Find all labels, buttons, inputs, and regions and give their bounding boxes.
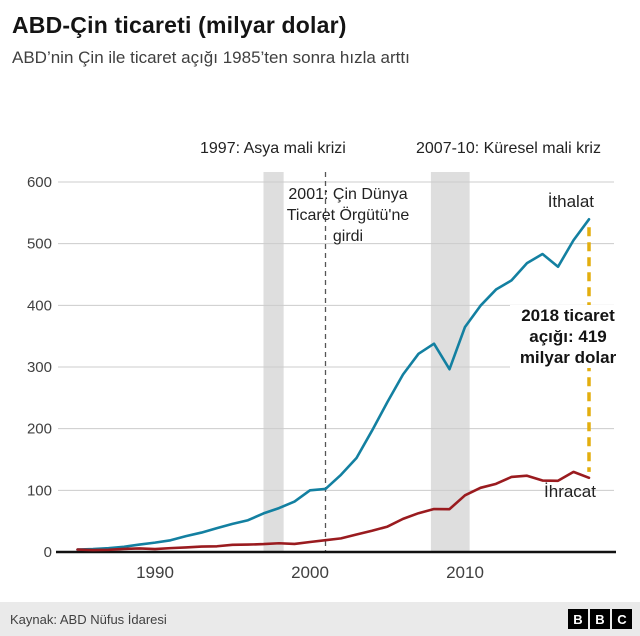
annotation-wto: 2001: Çin Dünya Ticaret Örgütü'ne girdi xyxy=(286,186,410,245)
svg-text:0: 0 xyxy=(44,544,52,561)
chart-title: ABD-Çin ticareti (milyar dolar) xyxy=(12,12,347,38)
annotation-asia-crisis: 1997: Asya mali krizi xyxy=(200,140,346,157)
bbc-logo-block: B xyxy=(590,609,610,629)
svg-text:2010: 2010 xyxy=(446,563,484,582)
svg-text:200: 200 xyxy=(27,421,52,438)
chart-subtitle: ABD’nin Çin ile ticaret açığı 1985’ten s… xyxy=(12,48,410,67)
bbc-logo-block: C xyxy=(612,609,632,629)
header: ABD-Çin ticareti (milyar dolar) ABD’nin … xyxy=(0,0,640,68)
svg-text:2000: 2000 xyxy=(291,563,329,582)
svg-text:1990: 1990 xyxy=(136,563,174,582)
svg-text:500: 500 xyxy=(27,236,52,253)
annotation-global-crisis: 2007-10: Küresel mali kriz xyxy=(416,140,601,157)
trade-chart: 0 100 200 300 400 500 600 1990 2000 2010 1997: As… xyxy=(0,128,640,598)
bbc-logo-block: B xyxy=(568,609,588,629)
bbc-logo: B B C xyxy=(568,609,632,629)
source-text: Kaynak: ABD Nüfus İdaresi xyxy=(10,611,167,627)
series-label-imports: İthalat xyxy=(547,192,594,211)
svg-text:300: 300 xyxy=(27,359,52,376)
series-label-exports: İhracat xyxy=(544,482,596,501)
svg-text:100: 100 xyxy=(27,482,52,499)
svg-text:400: 400 xyxy=(27,297,52,314)
annotation-trade-deficit: 2018 ticaret açığı: 419 milyar dolar xyxy=(510,305,626,368)
svg-text:600: 600 xyxy=(27,174,52,191)
footer: Kaynak: ABD Nüfus İdaresi B B C xyxy=(0,602,640,636)
